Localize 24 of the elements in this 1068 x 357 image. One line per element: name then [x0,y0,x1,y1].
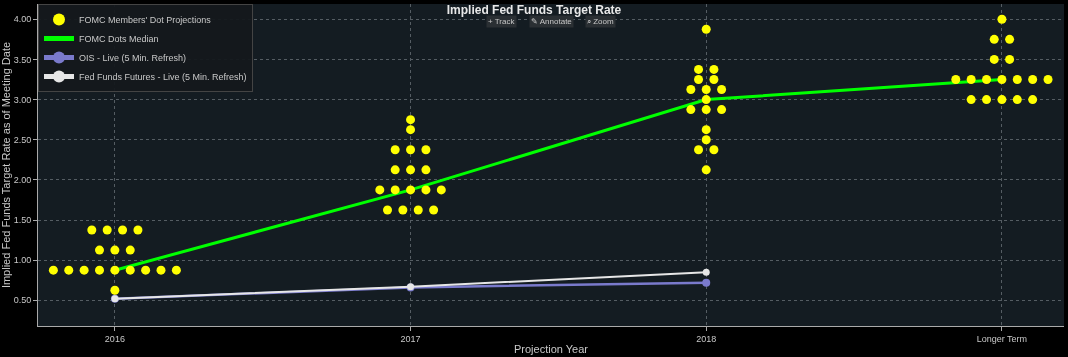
y-tick-label: 3.50 [13,54,32,65]
legend-label: OIS - Live (5 Min. Refresh) [79,53,187,64]
y-tick-label: 4.00 [13,14,32,25]
y-tick-label: 3.00 [13,94,32,105]
y-tick-label: 0.50 [13,295,32,306]
chart-title: Implied Fed Funds Target Rate [446,2,622,17]
legend-label: FOMC Dots Median [79,34,159,45]
y-tick-label: 2.00 [13,175,32,186]
x-axis-title: Projection Year [514,343,589,355]
x-tick-label: 2017 [400,333,421,344]
legend-label: FOMC Members' Dot Projections [79,15,212,26]
annotation: ✎ Annotate [531,17,573,26]
point [702,278,711,287]
point [702,268,710,276]
y-tick-label: 1.50 [13,215,32,226]
x-tick-label: 2018 [696,333,717,344]
x-tick-label: Longer Term [976,333,1028,344]
y-tick-label: 1.00 [13,255,32,266]
x-tick-label: 2016 [104,333,125,344]
annotation: ⌕ Zoom [587,17,615,26]
y-tick-label: 2.50 [13,134,32,145]
annotation: + Track [488,17,516,26]
y-axis-title: Implied Fed Funds Target Rate as of Meeting Date [0,41,12,289]
legend-label: Fed Funds Futures - Live (5 Min. Refresh) [79,72,247,83]
